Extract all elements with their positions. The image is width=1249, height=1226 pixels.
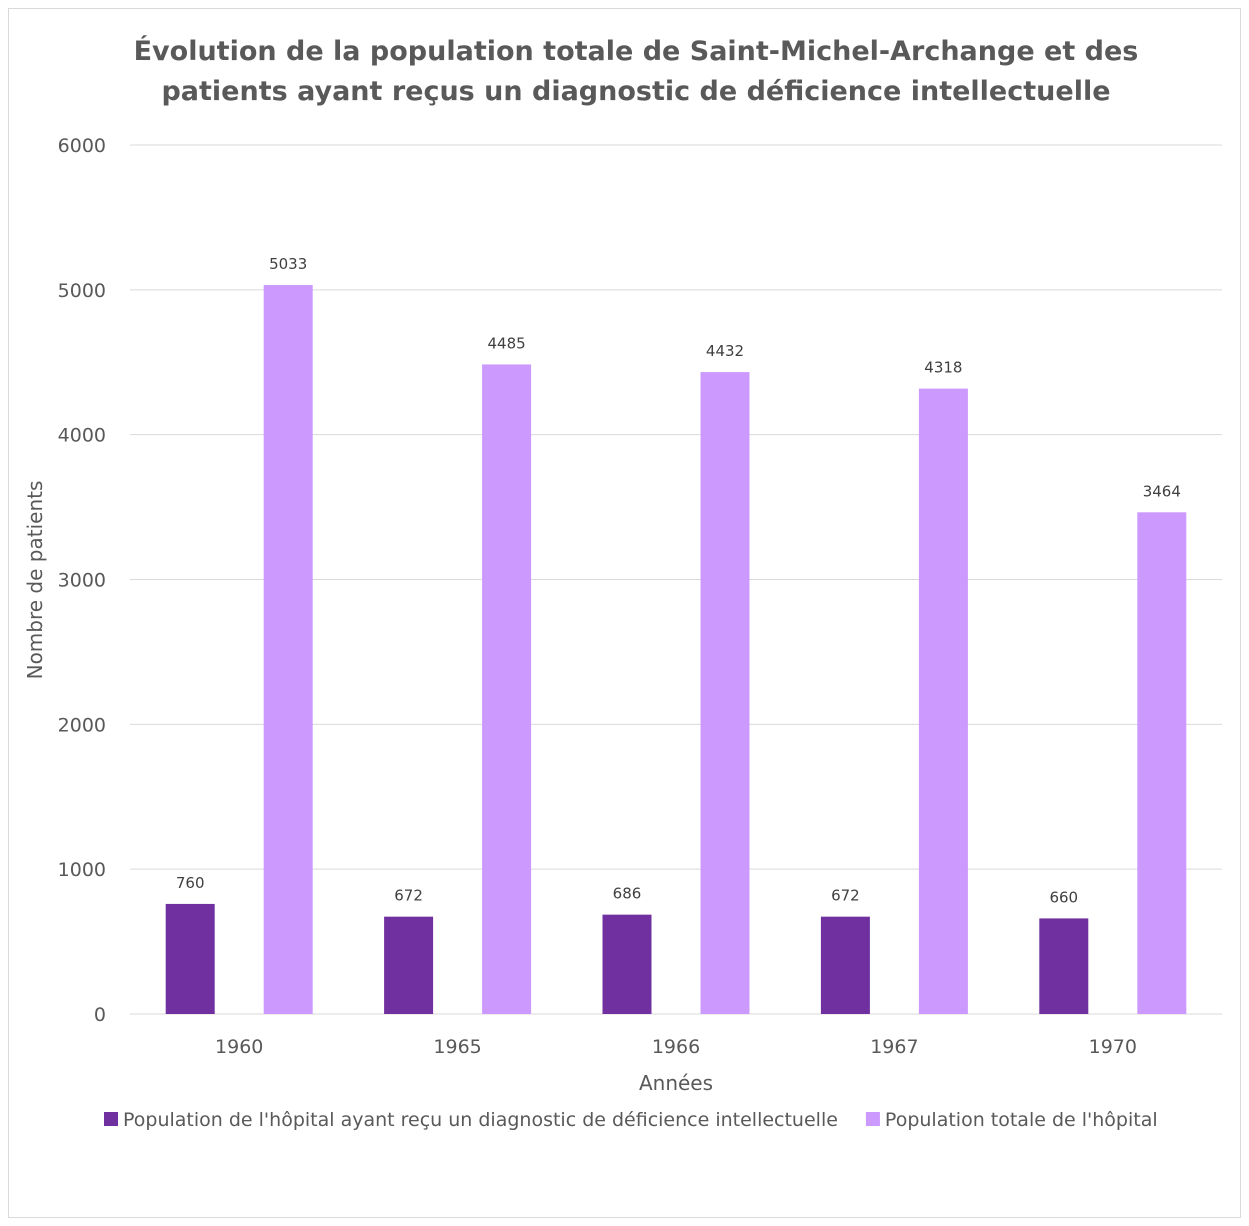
legend-item: Population totale de l'hôpital — [865, 1109, 1158, 1131]
x-tick-label: 1966 — [652, 1036, 700, 1058]
y-tick-label: 2000 — [58, 714, 106, 736]
bar — [1039, 918, 1089, 1014]
legend-swatch — [104, 1112, 118, 1126]
y-axis-title: Nombre de patients — [23, 481, 47, 680]
y-tick-label: 1000 — [58, 859, 106, 881]
data-label: 760 — [176, 874, 205, 892]
y-tick-label: 6000 — [58, 135, 106, 157]
data-labels: 760 5033 672 4485 686 4432 672 4318 660 3464 — [176, 255, 1181, 906]
data-label: 4432 — [706, 342, 744, 360]
x-tick-label: 1965 — [433, 1036, 481, 1058]
bar — [263, 285, 313, 1014]
chart-title: Évolution de la population totale de Sai… — [134, 35, 1139, 107]
y-tick-label: 3000 — [58, 570, 106, 592]
data-label: 686 — [613, 885, 642, 903]
bar — [482, 364, 532, 1014]
data-label: 672 — [831, 887, 860, 905]
x-tick-label: 1960 — [215, 1036, 263, 1058]
chart-title-line-1: Évolution de la population totale de Sai… — [134, 35, 1139, 67]
legend-label: Population de l'hôpital ayant reçu un di… — [123, 1109, 838, 1131]
x-axis-ticks: 1960 1965 1966 1967 1970 — [215, 1036, 1137, 1058]
legend: Population de l'hôpital ayant reçu un di… — [104, 1109, 1158, 1131]
y-tick-label: 0 — [94, 1004, 106, 1026]
y-tick-label: 5000 — [58, 280, 106, 302]
y-tick-label: 4000 — [58, 425, 106, 447]
bar — [820, 916, 870, 1014]
data-label: 5033 — [269, 255, 307, 273]
legend-item: Population de l'hôpital ayant reçu un di… — [104, 1109, 838, 1131]
bar — [700, 372, 750, 1015]
bar — [1137, 512, 1187, 1014]
data-label: 3464 — [1143, 482, 1181, 500]
bar — [602, 914, 652, 1014]
chart-title-line-2: patients ayant reçus un diagnostic de dé… — [161, 76, 1110, 107]
y-axis-ticks: 0 1000 2000 3000 4000 5000 6000 — [58, 135, 106, 1026]
bar — [918, 388, 968, 1014]
x-tick-label: 1967 — [870, 1036, 918, 1058]
x-axis-title: Années — [639, 1071, 713, 1095]
chart-frame — [8, 8, 1241, 1218]
data-label: 4485 — [488, 334, 526, 352]
data-label: 672 — [394, 887, 423, 905]
bar — [165, 903, 215, 1014]
legend-swatch — [865, 1112, 880, 1126]
data-label: 660 — [1049, 888, 1078, 906]
x-tick-label: 1970 — [1089, 1036, 1137, 1058]
bars — [165, 285, 1187, 1015]
bar — [384, 916, 434, 1014]
legend-label: Population totale de l'hôpital — [885, 1109, 1158, 1131]
data-label: 4318 — [924, 359, 962, 377]
